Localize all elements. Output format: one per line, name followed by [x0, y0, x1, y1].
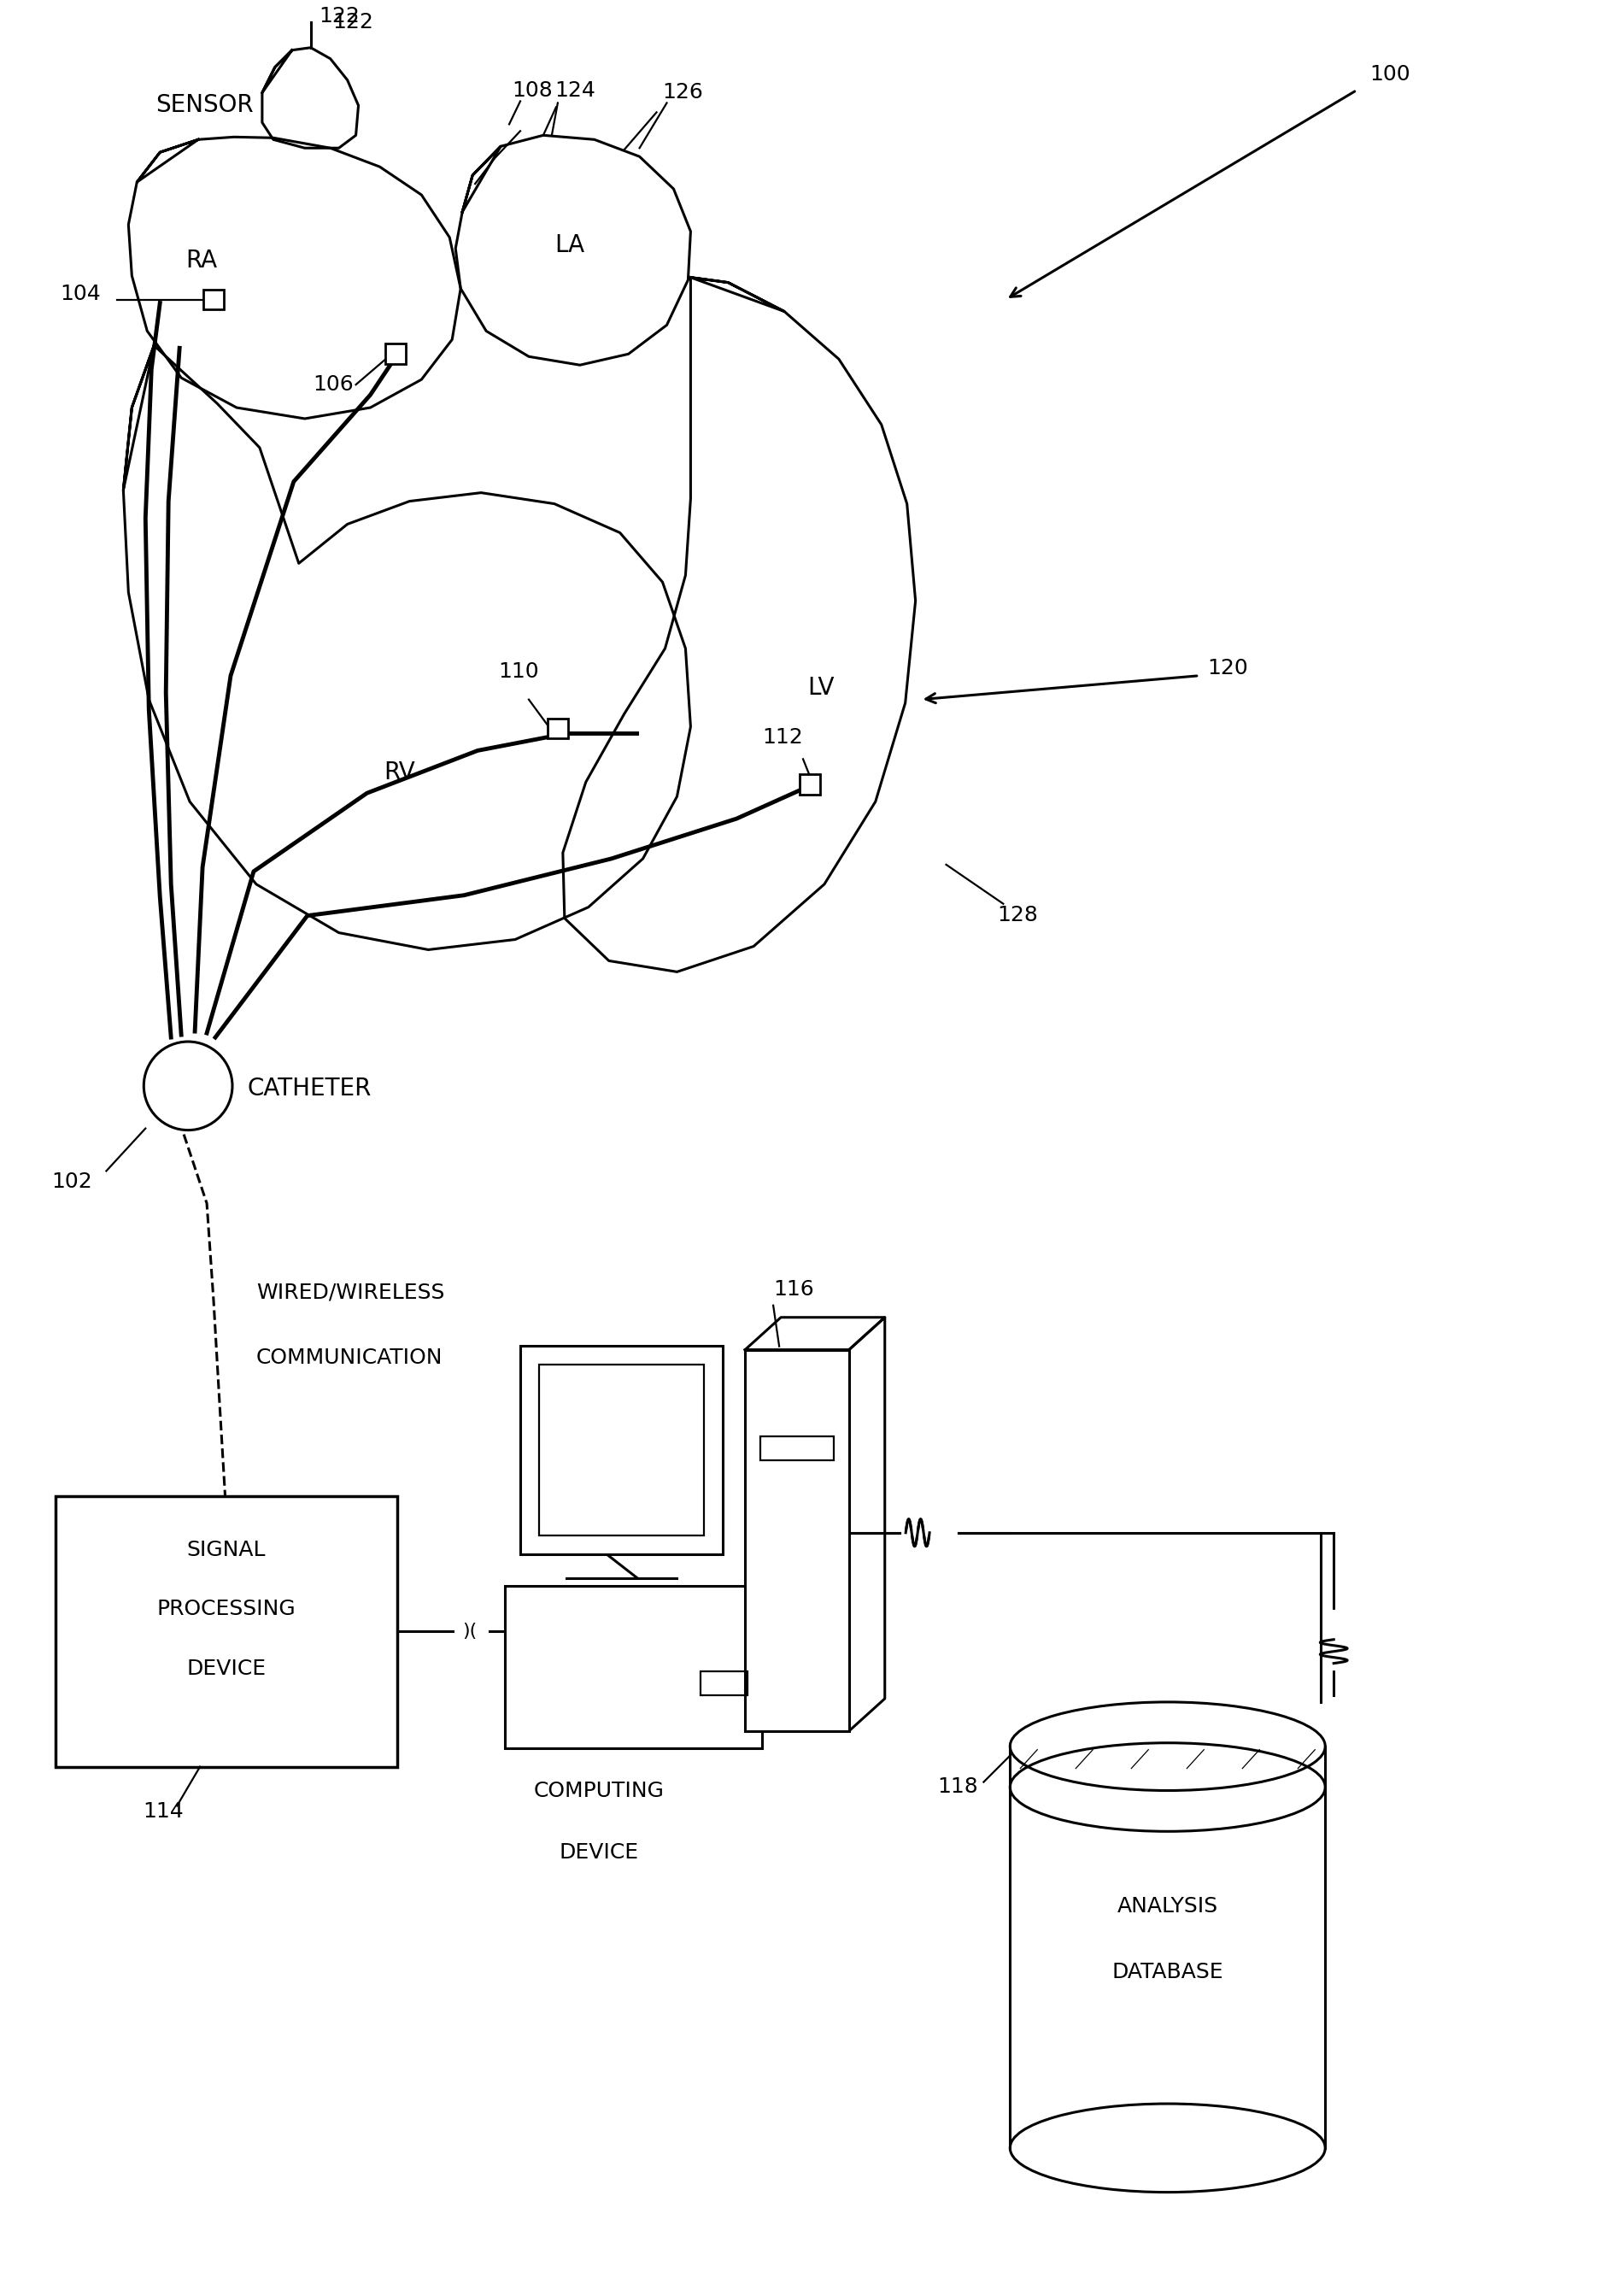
- Circle shape: [145, 1041, 232, 1130]
- Text: 104: 104: [60, 282, 101, 303]
- Text: 118: 118: [937, 1777, 978, 1797]
- Text: 108: 108: [512, 80, 552, 100]
- Text: 126: 126: [663, 82, 703, 103]
- Text: LV: LV: [807, 677, 835, 699]
- Text: ANALYSIS: ANALYSIS: [1117, 1895, 1218, 1916]
- Text: DATABASE: DATABASE: [1112, 1961, 1223, 1982]
- Bar: [745, 1349, 849, 1731]
- Text: SENSOR: SENSOR: [156, 93, 253, 118]
- Bar: [55, 1497, 398, 1768]
- Text: 122: 122: [320, 7, 361, 27]
- Text: RA: RA: [185, 248, 218, 273]
- Text: 106: 106: [313, 374, 354, 394]
- Text: WIRED/WIRELESS: WIRED/WIRELESS: [257, 1283, 445, 1303]
- Text: 100: 100: [1369, 64, 1410, 84]
- Text: COMMUNICATION: COMMUNICATION: [257, 1346, 443, 1367]
- Text: LA: LA: [554, 232, 585, 257]
- Text: 102: 102: [52, 1171, 93, 1191]
- Text: 122: 122: [333, 11, 374, 32]
- Bar: [760, 1437, 833, 1460]
- Text: CATHETER: CATHETER: [248, 1077, 372, 1100]
- Bar: [203, 289, 224, 310]
- Text: SIGNAL: SIGNAL: [187, 1540, 266, 1560]
- Text: DEVICE: DEVICE: [559, 1843, 638, 1863]
- Bar: [799, 775, 820, 795]
- Text: 124: 124: [554, 80, 596, 100]
- Bar: [505, 1585, 762, 1747]
- Bar: [702, 1672, 747, 1695]
- Text: 128: 128: [997, 904, 1038, 925]
- Text: 120: 120: [1208, 658, 1249, 679]
- Bar: [385, 344, 406, 364]
- Bar: [547, 718, 568, 738]
- Text: )(: )(: [463, 1622, 477, 1640]
- Text: 116: 116: [773, 1278, 814, 1298]
- Bar: [520, 1346, 723, 1554]
- Text: 110: 110: [499, 661, 539, 681]
- Text: PROCESSING: PROCESSING: [158, 1599, 296, 1620]
- Text: DEVICE: DEVICE: [187, 1658, 266, 1679]
- Text: 114: 114: [143, 1802, 184, 1822]
- Bar: [539, 1365, 705, 1535]
- Text: COMPUTING: COMPUTING: [533, 1781, 664, 1802]
- Text: RV: RV: [383, 761, 416, 784]
- Text: 112: 112: [762, 727, 802, 747]
